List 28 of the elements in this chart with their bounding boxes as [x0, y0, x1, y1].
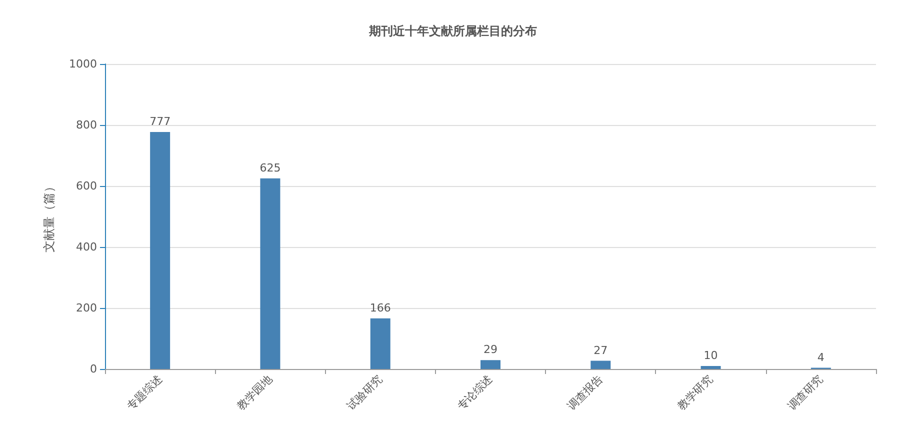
bar	[700, 366, 721, 369]
x-tick-label: 调查报告	[564, 372, 606, 413]
x-tick-label: 专题综述	[124, 372, 165, 413]
bar	[260, 178, 280, 369]
y-tick-label: 200	[76, 302, 97, 314]
bar	[590, 360, 611, 369]
data-label: 4	[817, 350, 824, 364]
data-label: 29	[484, 343, 498, 356]
data-label: 166	[370, 301, 391, 314]
data-label: 777	[150, 115, 171, 128]
y-tick-label: 800	[76, 118, 97, 132]
x-tick-label: 试验研究	[344, 372, 385, 413]
x-tick-label: 调查研究	[785, 372, 826, 413]
x-tick-label: 教学研究	[675, 372, 716, 413]
bar	[370, 318, 390, 369]
data-label: 625	[260, 161, 281, 174]
bar	[480, 360, 500, 369]
data-label: 27	[594, 344, 608, 357]
y-tick-label: 0	[90, 362, 97, 376]
x-tick-label: 教学园地	[234, 372, 275, 413]
x-tick-label: 专论综述	[454, 372, 496, 413]
data-label: 10	[704, 348, 718, 362]
y-tick-label: 400	[76, 240, 97, 254]
bar	[150, 132, 170, 369]
y-axis-title: 文献量（篇）	[42, 180, 56, 252]
y-tick-label: 1000	[69, 58, 97, 70]
chart-title: 期刊近十年文献所属栏目的分布	[368, 24, 537, 38]
y-tick-label: 600	[76, 180, 97, 192]
